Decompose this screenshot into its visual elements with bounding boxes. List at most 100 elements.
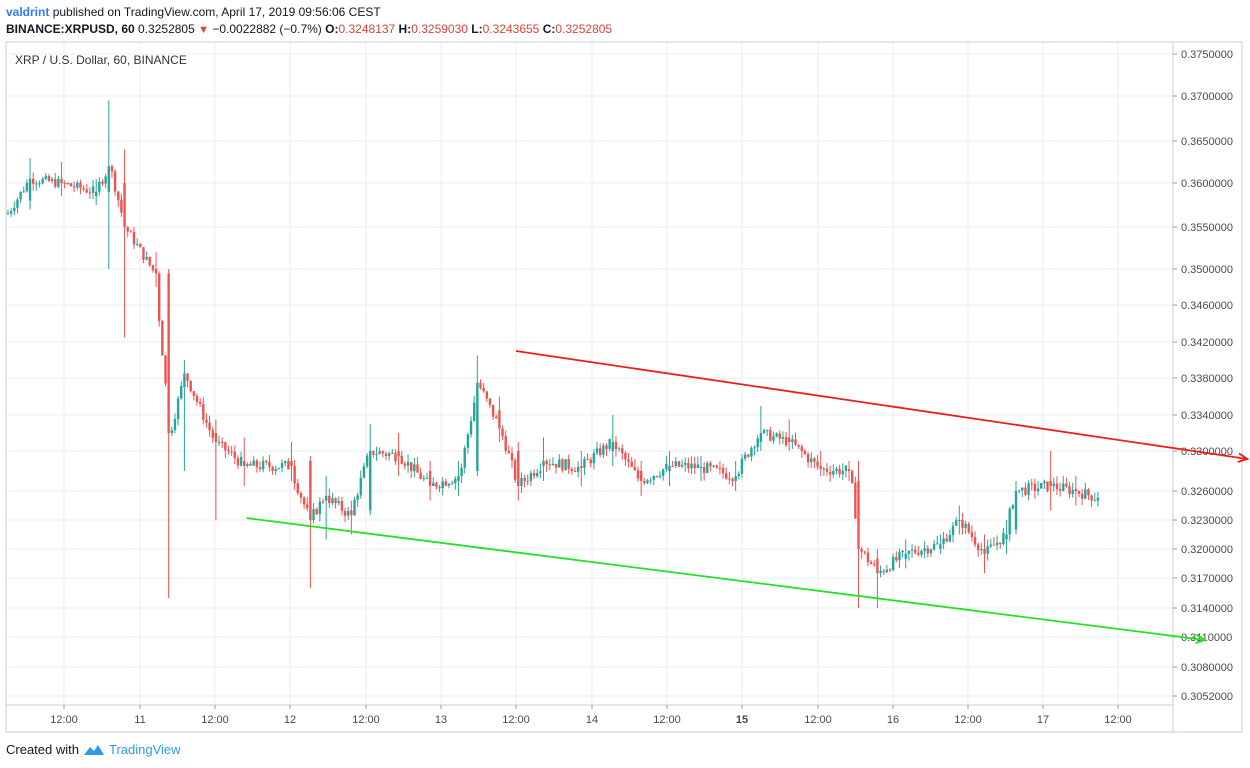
candle-up (180, 385, 183, 399)
candle-up (539, 471, 542, 474)
candle-down (1087, 489, 1090, 496)
candle-down (917, 552, 920, 555)
candle-up (665, 463, 668, 470)
candle-down (1068, 486, 1071, 495)
open-value: 0.3248137 (338, 22, 396, 36)
candle-up (176, 398, 180, 420)
candle-up (674, 461, 677, 467)
candle-up (835, 468, 838, 472)
candle-down (306, 504, 309, 509)
candle-up (898, 552, 901, 561)
candle-up (91, 186, 95, 193)
candle-up (387, 453, 391, 456)
candle-up (781, 437, 785, 439)
candle-up (454, 478, 457, 484)
x-tick-label: 12:00 (50, 714, 78, 726)
candle-down (1080, 493, 1084, 499)
candle-up (734, 476, 737, 481)
candle-down (88, 192, 92, 194)
candle-down (158, 273, 161, 321)
x-tick-label: 12:00 (1104, 714, 1132, 726)
candle-up (951, 525, 955, 536)
candle-down (101, 181, 104, 184)
candle-down (794, 439, 797, 445)
x-tick-label: 12:00 (653, 714, 681, 726)
y-tick-label: 0.3260000 (1181, 486, 1233, 498)
candle-up (772, 436, 775, 441)
candle-down (517, 451, 520, 486)
candle-down (728, 478, 731, 480)
candle-down (113, 171, 117, 192)
y-tick-label: 0.3380000 (1181, 373, 1233, 385)
candle-down (495, 416, 498, 419)
candle-down (302, 497, 306, 505)
candle-up (939, 544, 942, 549)
candle-down (1049, 481, 1052, 486)
candle-up (759, 433, 763, 442)
tradingview-brand[interactable]: TradingView (108, 742, 181, 757)
candle-up (432, 482, 435, 486)
candle-up (353, 499, 356, 516)
candle-up (822, 468, 826, 470)
author-name[interactable]: valdrint (6, 5, 50, 19)
candle-up (406, 462, 410, 466)
candle-down (709, 463, 712, 467)
candle-down (435, 482, 438, 487)
candle-up (1005, 534, 1008, 540)
candle-down (416, 464, 419, 473)
candle-up (841, 470, 844, 475)
open-label: O: (325, 22, 339, 36)
candle-down (243, 461, 246, 466)
candle-down (296, 483, 299, 494)
candle-up (1052, 483, 1055, 486)
candle-down (394, 452, 397, 462)
candle-up (920, 551, 923, 555)
candle-down (869, 562, 873, 565)
candle-down (419, 472, 422, 479)
candle-up (954, 520, 958, 526)
y-tick-label: 0.3700000 (1181, 91, 1233, 103)
candle-down (400, 456, 403, 464)
x-tick-label: 16 (887, 714, 899, 726)
candle-up (564, 459, 567, 471)
candle-down (142, 247, 145, 260)
candle-down (857, 481, 860, 549)
candle-down (438, 486, 441, 489)
candle-up (22, 191, 25, 193)
candle-down (624, 453, 627, 460)
candle-down (343, 510, 347, 516)
candle-down (992, 544, 996, 546)
candle-up (13, 207, 16, 212)
footer: Created with TradingView (6, 742, 181, 757)
candle-up (246, 463, 249, 466)
resistance-trendline (515, 350, 1248, 460)
candle-down (1058, 489, 1062, 491)
candle-down (828, 471, 832, 475)
candle-up (649, 479, 652, 481)
x-tick-label: 12:00 (201, 714, 229, 726)
candle-down (580, 466, 583, 468)
y-tick-label: 0.3650000 (1181, 136, 1233, 148)
chart-frame (5, 41, 1243, 733)
y-tick-label: 0.3600000 (1181, 178, 1233, 190)
candle-up (617, 448, 621, 450)
candle-down (548, 464, 551, 466)
candle-up (1027, 483, 1030, 495)
candle-down (265, 461, 268, 463)
close-label: C: (542, 22, 556, 36)
candle-down (293, 466, 296, 484)
candle-down (523, 477, 526, 481)
candle-down (1065, 483, 1068, 487)
candle-down (126, 227, 129, 232)
candle-down (381, 451, 385, 454)
candle-down (655, 476, 659, 478)
candle-down (372, 451, 375, 455)
candle-down (167, 273, 170, 433)
candle-down (202, 403, 205, 420)
candle-down (397, 451, 400, 456)
candle-down (677, 461, 681, 467)
candle-up (810, 458, 813, 463)
candle-up (832, 471, 835, 475)
candle-up (879, 570, 882, 574)
